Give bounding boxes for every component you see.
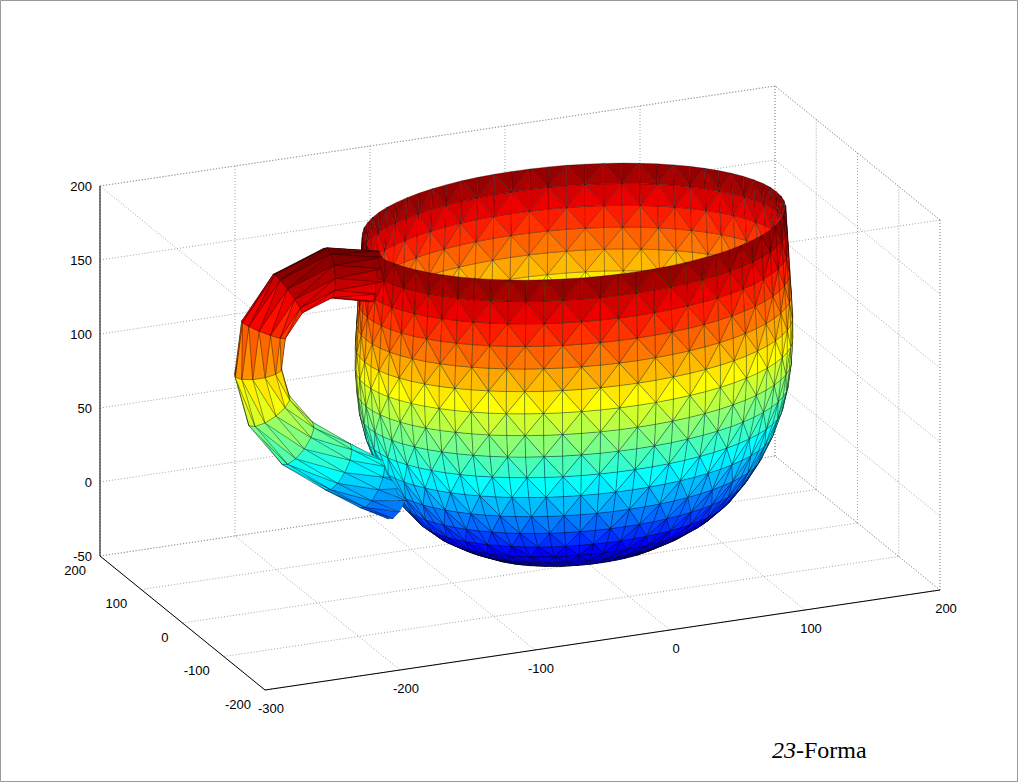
svg-text:-100: -100 (528, 661, 554, 676)
svg-text:-200: -200 (225, 697, 251, 712)
svg-text:23: 23 (772, 737, 796, 763)
svg-text:50: 50 (78, 401, 92, 416)
svg-text:-200: -200 (393, 681, 419, 696)
svg-text:-Forma: -Forma (796, 737, 867, 763)
svg-text:0: 0 (672, 641, 679, 656)
svg-text:100: 100 (800, 621, 822, 636)
svg-text:100: 100 (106, 596, 128, 611)
svg-text:200: 200 (935, 601, 957, 616)
svg-text:200: 200 (64, 563, 86, 578)
svg-text:0: 0 (85, 475, 92, 490)
svg-text:100: 100 (70, 327, 92, 342)
svg-text:-50: -50 (73, 549, 92, 564)
svg-text:-300: -300 (258, 701, 284, 716)
svg-text:0: 0 (161, 630, 168, 645)
svg-text:150: 150 (70, 253, 92, 268)
svg-text:200: 200 (70, 179, 92, 194)
svg-text:-100: -100 (184, 663, 210, 678)
